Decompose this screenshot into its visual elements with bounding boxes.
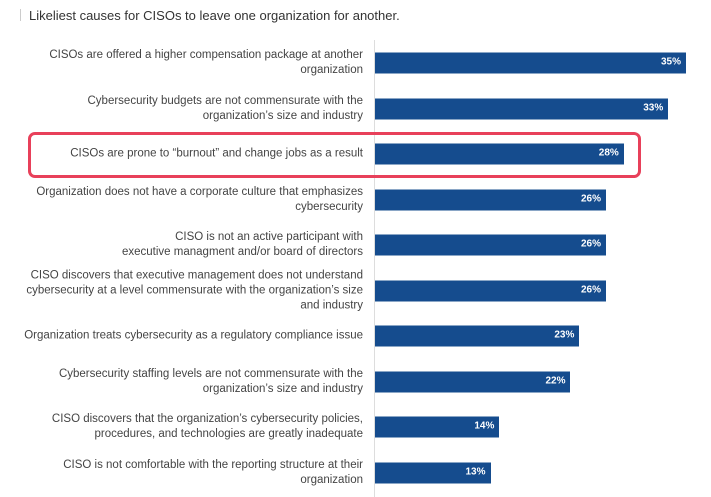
data-label: 23% bbox=[554, 329, 575, 341]
data-label: 35% bbox=[660, 56, 681, 68]
category-label: CISOs are offered a higher compensation … bbox=[49, 49, 363, 76]
bar: 26% bbox=[375, 280, 607, 301]
category-label: Cybersecurity budgets are not commensura… bbox=[87, 94, 364, 122]
chart-title-text: Likeliest causes for CISOs to leave one … bbox=[29, 8, 400, 23]
highlight-box bbox=[28, 132, 641, 178]
category-label: CISO discovers that executive management… bbox=[26, 269, 363, 311]
category-label: Organization does not have a corporate c… bbox=[36, 185, 363, 213]
data-label: 33% bbox=[643, 102, 664, 113]
bar: 13% bbox=[375, 462, 491, 483]
bar: 23% bbox=[375, 325, 580, 347]
bar: 26% bbox=[375, 234, 607, 256]
chart-title: Likeliest causes for CISOs to leave one … bbox=[20, 8, 400, 23]
bar: 14% bbox=[375, 416, 500, 438]
data-label: 14% bbox=[474, 420, 495, 432]
data-label: 22% bbox=[545, 375, 566, 386]
data-label: 28% bbox=[598, 147, 619, 159]
data-label: 26% bbox=[581, 193, 602, 204]
category-label: Organization treats cybersecurity as a r… bbox=[24, 329, 363, 342]
category-label: Cybersecurity staffing levels are not co… bbox=[58, 367, 363, 395]
bar: 35% bbox=[375, 52, 686, 74]
category-label: CISO is not an active participant with ex… bbox=[122, 231, 363, 258]
bar: 28% bbox=[375, 143, 624, 165]
category-label: CISOs are prone to “burnout” and change … bbox=[70, 147, 363, 160]
bar: 33% bbox=[375, 98, 669, 119]
data-label: 13% bbox=[465, 466, 486, 477]
data-label: 26% bbox=[581, 284, 602, 295]
y-axis-line bbox=[374, 40, 375, 497]
category-label: CISO is not comfortable with the reporti… bbox=[63, 458, 363, 486]
category-label: CISO discovers that the organization’s c… bbox=[51, 413, 363, 440]
bar: 26% bbox=[375, 189, 607, 210]
data-label: 26% bbox=[581, 238, 602, 250]
bar: 22% bbox=[375, 371, 571, 392]
